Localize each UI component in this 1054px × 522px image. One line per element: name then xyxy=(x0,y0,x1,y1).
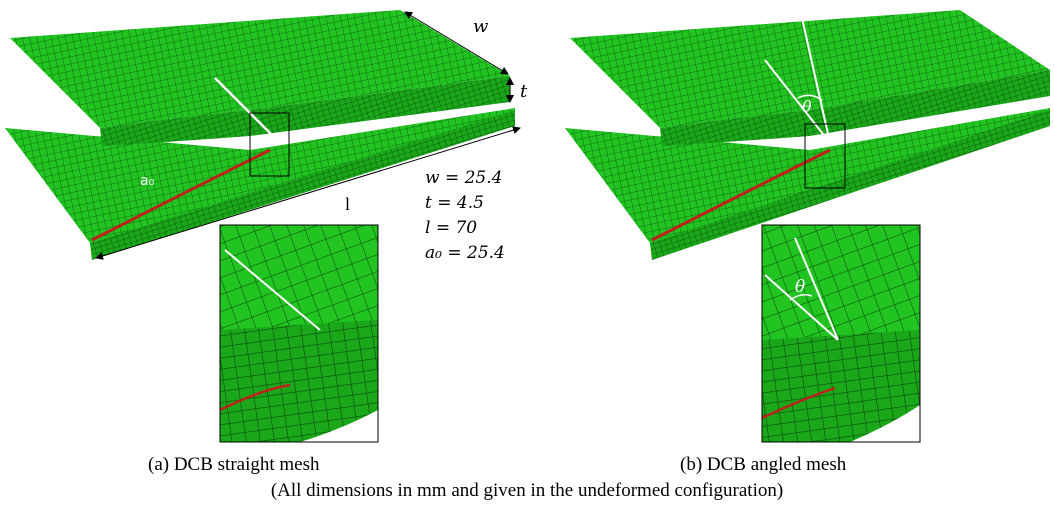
label-theta: θ xyxy=(795,277,805,297)
label-l: l xyxy=(345,194,350,214)
label-theta: θ xyxy=(802,97,812,116)
dimension: l = 70 xyxy=(425,218,477,238)
caption: (a) DCB straight mesh xyxy=(148,454,320,475)
label-a0: a₀ xyxy=(140,173,155,189)
dimensions: w = 25.4 t = 4.5 l = 70 a₀ = 25.4 xyxy=(425,168,505,263)
label-t: t xyxy=(520,81,528,102)
note: (All dimensions in mm and given in the u… xyxy=(271,480,783,501)
label-w: w xyxy=(473,16,489,37)
figure: w t l a₀ w = 25.4 t = 4.5 l = 70 a₀ = 25… xyxy=(0,0,1054,522)
dimension: t = 4.5 xyxy=(425,193,484,213)
inset-b xyxy=(762,225,920,442)
caption: (b) DCB angled mesh xyxy=(680,454,847,475)
dimension: a₀ = 25.4 xyxy=(425,243,505,263)
inset-a xyxy=(220,225,378,442)
dimension: w = 25.4 xyxy=(425,168,502,188)
specimen-b xyxy=(565,10,1050,260)
